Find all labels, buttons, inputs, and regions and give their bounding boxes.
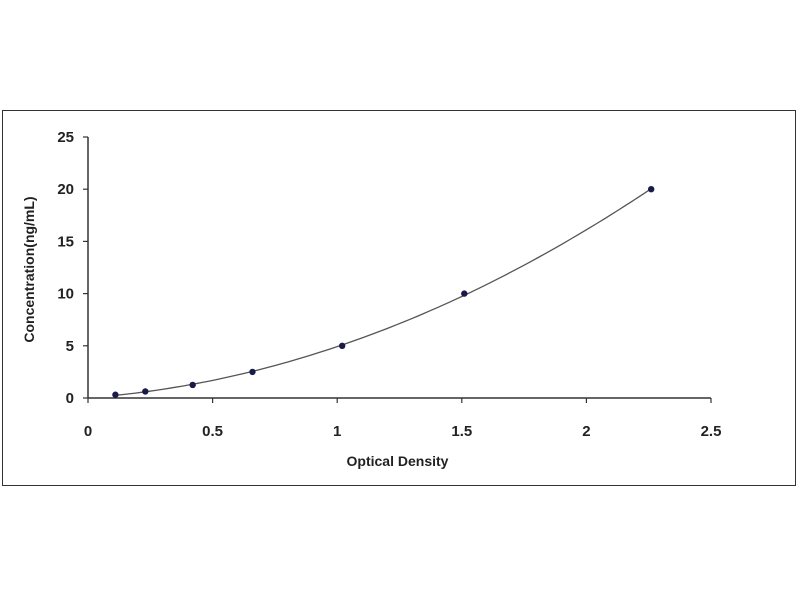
x-tick-label: 0.5	[202, 423, 223, 440]
x-axis-title: Optical Density	[347, 453, 449, 469]
data-point	[338, 342, 346, 349]
y-tick-label: 0	[66, 390, 74, 407]
data-points	[112, 186, 655, 398]
x-tick-label: 2	[582, 423, 590, 440]
data-point	[249, 368, 256, 376]
y-tick-label: 25	[57, 129, 74, 146]
x-tick-label: 1	[333, 423, 341, 440]
data-point	[461, 290, 468, 297]
y-tick-label: 10	[57, 286, 74, 303]
data-point	[189, 381, 196, 389]
x-tick-label: 2.5	[701, 423, 722, 440]
tick-marks	[83, 136, 712, 403]
fit-curve-group	[115, 188, 652, 396]
fit-curve	[115, 188, 652, 396]
y-tick-label: 15	[57, 233, 74, 250]
tick-labels: 0 5 10 15 20 25 0 0.5 1 1.5 2 2.5	[57, 129, 721, 440]
y-axis-title: Concentration(ng/mL)	[21, 196, 37, 342]
x-tick-label: 1.5	[451, 423, 472, 440]
data-point	[647, 186, 655, 193]
chart-frame	[2, 110, 796, 486]
y-tick-label: 5	[66, 338, 74, 355]
axes	[87, 137, 711, 399]
data-point	[112, 391, 119, 398]
data-point	[142, 388, 149, 395]
y-tick-label: 20	[57, 181, 74, 198]
x-tick-label: 0	[84, 423, 92, 440]
